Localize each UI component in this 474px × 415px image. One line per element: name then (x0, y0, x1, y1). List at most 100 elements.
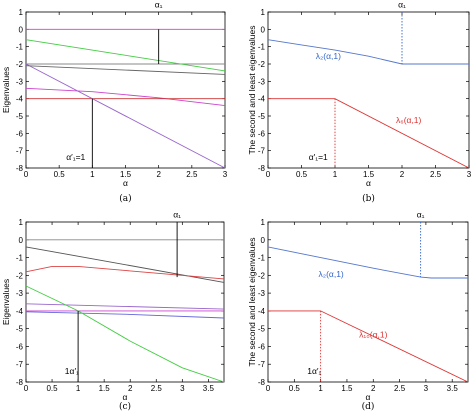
x-tick-label: 1 (76, 384, 81, 393)
x-tick-label: 3.5 (447, 384, 459, 393)
y-tick-label: -1 (258, 254, 266, 263)
y-tick-label: -5 (16, 112, 24, 121)
y-tick-label: -8 (16, 164, 24, 173)
y-tick-label: -3 (258, 77, 266, 86)
y-tick-label: -8 (16, 378, 24, 387)
x-tick-label: 1 (318, 384, 323, 393)
y-tick-label: -5 (16, 325, 24, 334)
y-tick-label: -1 (16, 43, 24, 52)
panel-d: 0 0.5 1 1.5 2 2.5 3 3.5 1 0 -1 -2 -3 -4 -5 -6 -7 -8 α₁ λ₂(α… (247, 210, 469, 412)
x-tick-label: 0 (266, 384, 271, 393)
series-line-2 (268, 310, 469, 383)
y-tick-label: 0 (19, 25, 24, 34)
y-axis-label: Eigenvalues (1, 279, 11, 325)
y-tick-label: -6 (258, 129, 266, 138)
series-line-3 (25, 39, 226, 72)
x-tick-label: 2.5 (394, 384, 406, 393)
y-tick-label: -3 (16, 289, 24, 298)
x-axis-label: α (366, 178, 371, 188)
y-tick-label: -7 (258, 360, 266, 369)
y-tick-label: -5 (258, 112, 266, 121)
series-line-2 (25, 246, 225, 283)
y-tick-label: -4 (16, 95, 24, 104)
y-tick-label: -2 (16, 60, 24, 69)
y-tick-label: 0 (261, 236, 266, 245)
annotation-label: 1α′₁ (307, 366, 321, 376)
y-tick-label: -4 (258, 307, 266, 316)
y-tick-label: -6 (258, 342, 266, 351)
plot-frame (267, 221, 469, 383)
x-tick-label: 1 (90, 170, 95, 179)
x-tick-label: 3 (424, 384, 429, 393)
y-axis-label: The second and least eigenvalues (247, 25, 257, 154)
x-tick-label: 0.5 (54, 170, 66, 179)
annotation-label: α₁ (398, 0, 406, 10)
x-tick-label: 0.5 (46, 384, 58, 393)
annotation-label: α₁ (155, 0, 163, 10)
y-tick-label: 0 (261, 25, 266, 34)
annotation-label: λ₂(α,1) (319, 269, 344, 279)
x-tick-label: 0 (24, 170, 29, 179)
y-tick-label: -6 (16, 129, 24, 138)
series-line-4 (25, 303, 225, 310)
y-tick-label: -3 (16, 77, 24, 86)
y-tick-label: -2 (258, 60, 266, 69)
x-tick-label: 2 (371, 384, 376, 393)
panel-caption: (d) (362, 401, 375, 412)
plot-frame (25, 221, 225, 383)
series-line-7 (25, 65, 226, 75)
panel-caption: (a) (119, 193, 131, 204)
x-tick-label: 2 (128, 384, 133, 393)
annotation-label: λ₂(α,1) (316, 51, 341, 61)
x-tick-label: 0.5 (289, 384, 301, 393)
x-tick-label: 0 (266, 170, 271, 179)
x-tick-label: 2.5 (430, 170, 442, 179)
y-tick-label: -4 (16, 307, 24, 316)
y-tick-label: -7 (16, 360, 24, 369)
y-tick-label: -1 (258, 43, 266, 52)
x-axis-label: α (123, 178, 128, 188)
series-line-7 (25, 285, 225, 383)
x-tick-label: 3 (223, 170, 228, 179)
annotation-label: α′₁=1 (66, 152, 85, 162)
x-tick-label: 1.5 (99, 384, 111, 393)
panel-caption: (b) (362, 193, 375, 204)
y-axis-label: The second and least eigenvalues (247, 237, 257, 366)
x-tick-label: 0.5 (296, 170, 308, 179)
y-tick-label: -7 (16, 147, 24, 156)
annotation-label: α₁ (173, 210, 181, 220)
panel-caption: (c) (119, 401, 131, 412)
x-tick-label: 1.5 (120, 170, 132, 179)
y-tick-label: -3 (258, 289, 266, 298)
x-axis-label: α (366, 392, 371, 402)
x-tick-label: 3.5 (203, 384, 215, 393)
x-tick-label: 3 (180, 384, 185, 393)
annotation-label: α₁ (417, 210, 425, 220)
plot-frame (267, 11, 470, 169)
y-tick-label: -8 (258, 164, 266, 173)
y-tick-label: -7 (258, 147, 266, 156)
x-tick-label: 1.5 (363, 170, 375, 179)
series-line-6 (25, 63, 226, 169)
x-tick-label: 2 (400, 170, 405, 179)
y-tick-label: 1 (19, 8, 24, 17)
panel-c: 0 0.5 1 1.5 2 2.5 3 3.5 1 0 -1 -2 -3 -4 -5 -6 -7 -8 α₁ 1α′₁… (1, 210, 225, 412)
x-tick-label: 2.5 (151, 384, 163, 393)
x-tick-label: 0 (24, 384, 29, 393)
series-line-3 (25, 265, 225, 280)
x-axis-label: α (123, 392, 128, 402)
y-tick-label: -1 (16, 254, 24, 263)
y-tick-label: -5 (258, 325, 266, 334)
y-tick-label: -6 (16, 342, 24, 351)
x-tick-label: 3 (467, 170, 472, 179)
x-tick-label: 2 (156, 170, 161, 179)
y-tick-label: 1 (261, 8, 266, 17)
y-tick-label: -2 (258, 271, 266, 280)
annotation-label: λ₆(α,1) (396, 115, 422, 125)
series-line-1 (267, 246, 468, 279)
annotation-label: 1α′₁ (65, 366, 79, 376)
annotation-label: λ₁₀(α,1) (359, 330, 387, 340)
series-line-1 (267, 39, 469, 65)
y-tick-label: 1 (19, 218, 24, 227)
y-tick-label: -4 (258, 95, 266, 104)
